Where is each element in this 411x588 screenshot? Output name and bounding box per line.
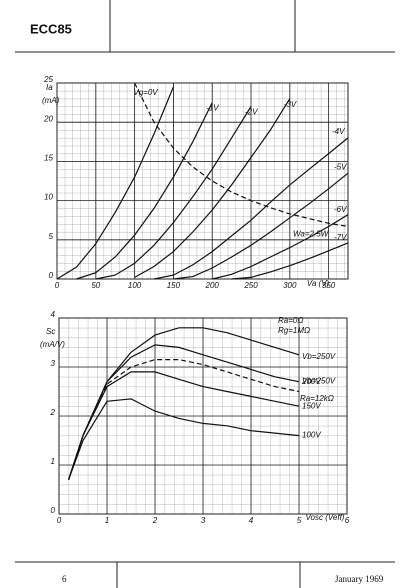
curve [56, 86, 174, 280]
curve [231, 242, 349, 280]
y-tick-label: 25 [43, 75, 53, 84]
y-tick-label: 5 [49, 232, 54, 241]
curve-label: Vg=0V [133, 88, 158, 97]
y-tick-label: 15 [44, 154, 53, 163]
curve-label: Wa=2.5W [293, 230, 330, 239]
y-tick-label: 3 [51, 359, 56, 368]
curve [68, 398, 300, 480]
curve-label: 200V [301, 377, 321, 386]
curve-label: Vb=250V [302, 352, 336, 361]
x-tick-label: 200 [205, 281, 220, 290]
x-tick-label: 1 [105, 516, 109, 525]
curve [68, 371, 300, 480]
header-title: ECC85 [30, 21, 72, 36]
y-tick-label: 4 [51, 310, 56, 319]
curve-label: -5V [334, 162, 347, 171]
curve [68, 359, 300, 480]
y-axis-label: (mA/V) [40, 340, 65, 349]
curve-label: Vb=250V [302, 377, 336, 386]
x-tick-label: 6 [345, 516, 350, 525]
annotation: Ra=12kΩ [300, 394, 334, 403]
annotation: Rg=1MΩ [278, 326, 310, 335]
x-tick-label: 2 [152, 516, 158, 525]
annotation: Ra=0Ω [278, 316, 303, 325]
x-tick-label: 3 [201, 516, 206, 525]
curve-label: -3V [284, 100, 297, 109]
curve-label: 150V [302, 401, 321, 410]
y-tick-label: 20 [43, 114, 53, 123]
curve [153, 137, 349, 280]
curve [212, 214, 349, 280]
y-tick-label: 2 [50, 408, 56, 417]
x-axis-label: Va (V) [307, 279, 330, 288]
curve-label: -4V [332, 127, 345, 136]
y-axis-label: Sc [46, 327, 55, 336]
curve [68, 344, 300, 480]
curve-label: 100V [302, 431, 321, 440]
x-tick-label: 0 [57, 516, 62, 525]
x-tick-label: 350 [322, 281, 336, 290]
curve [173, 172, 349, 280]
y-axis-label: Ia [46, 83, 53, 92]
curve-label: -1V [206, 104, 219, 113]
curve [76, 102, 213, 280]
x-tick-label: 5 [297, 516, 302, 525]
x-tick-label: 300 [283, 281, 297, 290]
x-tick-label: 100 [128, 281, 142, 290]
footer-date: January 1969 [335, 574, 384, 584]
y-tick-label: 0 [49, 271, 54, 280]
x-tick-label: 4 [249, 516, 254, 525]
y-tick-label: 10 [44, 193, 53, 202]
y-tick-label: 1 [51, 457, 55, 466]
curve-label: -6V [334, 205, 347, 214]
x-tick-label: 50 [91, 281, 100, 290]
header-frame [15, 0, 395, 588]
y-axis-label: (mA) [42, 96, 60, 105]
curve-label: -7V [334, 233, 347, 242]
curve [95, 106, 252, 280]
curve [134, 82, 349, 228]
y-tick-label: 0 [51, 506, 56, 515]
curve-label: -2V [245, 108, 258, 117]
curve [134, 98, 291, 278]
x-tick-label: 0 [55, 281, 60, 290]
page-number: 6 [62, 574, 67, 584]
x-tick-label: 250 [243, 281, 258, 290]
plot-area [56, 82, 349, 280]
x-tick-label: 150 [167, 281, 181, 290]
x-axis-label: Vosc (Veff) [306, 513, 345, 522]
